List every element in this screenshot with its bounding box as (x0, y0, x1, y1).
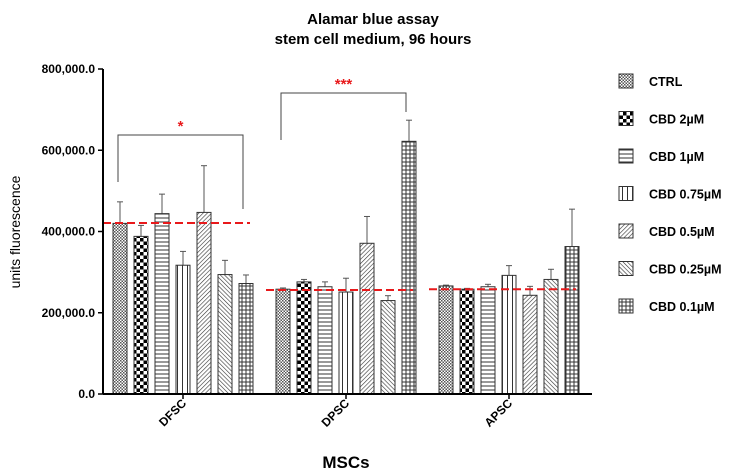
significance-label: *** (335, 76, 353, 93)
legend-label: CBD 0.5µM (649, 225, 715, 239)
legend-label: CTRL (649, 75, 683, 89)
legend-label: CBD 2µM (649, 113, 704, 127)
y-tick-label: 600,000.0 (42, 143, 96, 157)
y-tick-label: 400,000.0 (42, 225, 96, 239)
bar-apsc-5 (543, 278, 559, 395)
bar-apsc-4 (522, 294, 538, 395)
chart-title-line-2: stem cell medium, 96 hours (275, 31, 472, 48)
legend-swatch (618, 298, 634, 314)
x-axis-label: MSCs (322, 453, 369, 472)
x-tick-label: APSC (482, 396, 516, 430)
bar-apsc-3 (501, 274, 517, 395)
bar-dfsc-5 (217, 274, 233, 395)
bar-dfsc-6 (238, 283, 254, 395)
bar-dpsc-1 (296, 281, 312, 395)
chart-title-line-1: Alamar blue assay (307, 11, 439, 28)
legend-swatch (618, 223, 634, 239)
legend-label: CBD 0.25µM (649, 263, 722, 277)
legend-swatch (618, 261, 634, 276)
bar-apsc-0 (438, 285, 454, 395)
bar-dpsc-4 (359, 242, 375, 395)
bar-dpsc-3 (338, 291, 354, 395)
legend-swatch (618, 111, 634, 126)
legend-label: CBD 0.1µM (649, 300, 715, 314)
bar-dpsc-5 (380, 300, 396, 395)
bar-apsc-2 (480, 286, 496, 395)
bar-dfsc-0 (112, 222, 128, 395)
y-tick-label: 200,000.0 (42, 306, 96, 320)
legend-label: CBD 1µM (649, 150, 704, 164)
significance-bracket (117, 134, 244, 209)
y-axis-label: units fluorescence (7, 175, 23, 288)
bar-apsc-6 (564, 246, 580, 395)
bar-dfsc-2 (154, 213, 170, 395)
y-tick-label: 800,000.0 (42, 62, 96, 76)
bar-dpsc-2 (317, 286, 333, 395)
legend-swatch (618, 186, 634, 201)
bar-dpsc-6 (401, 140, 417, 395)
legend-label: CBD 0.75µM (649, 188, 722, 202)
bar-dpsc-0 (275, 288, 291, 395)
bar-dfsc-1 (133, 235, 149, 395)
legend-swatch (618, 148, 634, 164)
x-tick-label: DPSC (319, 396, 353, 430)
bar-dfsc-4 (196, 211, 212, 395)
legend-swatch (618, 73, 634, 89)
bar-dfsc-3 (175, 264, 191, 395)
y-tick-label: 0.0 (78, 387, 95, 401)
bar-apsc-1 (459, 288, 475, 395)
significance-bracket (280, 92, 407, 140)
x-tick-label: DFSC (156, 396, 189, 429)
significance-label: * (178, 118, 184, 135)
